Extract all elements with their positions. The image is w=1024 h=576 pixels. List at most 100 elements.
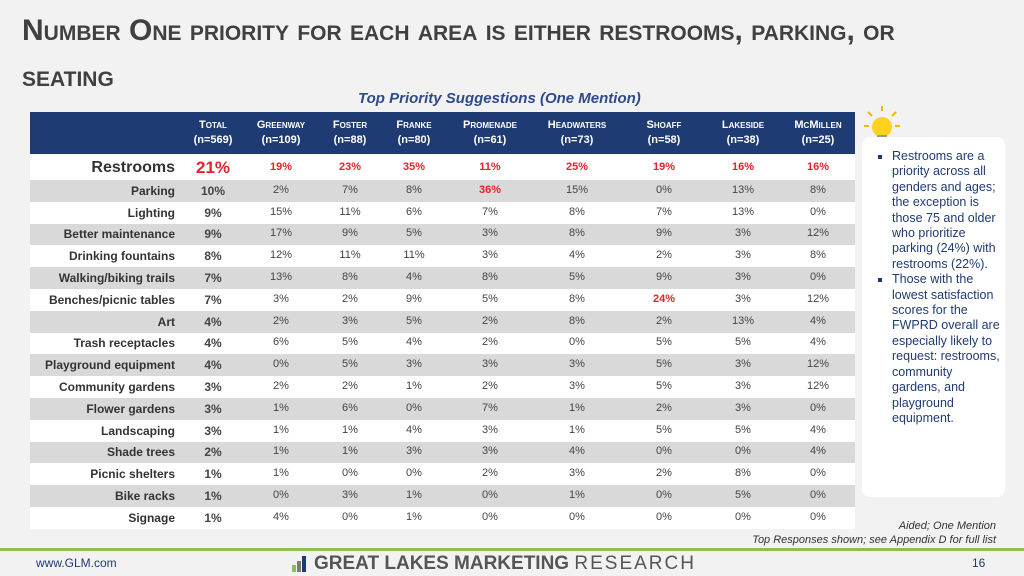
cell: 15% (269, 205, 293, 218)
cell: 1% (406, 489, 422, 502)
cell: 4% (273, 510, 289, 523)
cell: 8% (569, 314, 585, 327)
table-row: Parking 10% 2% 7% 8% 36% 15% 0% 13% 8% (30, 180, 855, 202)
column-n: (n=73) (560, 134, 594, 146)
cell: 0% (406, 401, 422, 414)
title: Number One priority for each area is eit… (22, 14, 895, 93)
cell: 15% (565, 183, 589, 196)
table-row: Art 4% 2% 3% 5% 2% 8% 2% 13% 4% (30, 310, 855, 333)
cell: 3% (735, 380, 751, 393)
cell: 2% (656, 249, 672, 262)
cell: 1% (273, 423, 289, 436)
cell: 4% (204, 358, 222, 373)
cell: 3% (735, 271, 751, 284)
subtitle: Top Priority Suggestions (One Mention) (358, 90, 641, 107)
cell: 1% (204, 467, 222, 482)
footnote: Top Responses shown; see Appendix D for … (752, 534, 996, 546)
column-n: (n=38) (726, 134, 760, 146)
cell: 12% (269, 249, 293, 262)
cell: 8% (735, 467, 751, 480)
row-label: Shade trees (106, 445, 175, 460)
cell: 7% (656, 205, 672, 218)
cell: 11% (403, 249, 425, 262)
cell: 1% (273, 445, 289, 458)
cell: 24% (652, 292, 676, 305)
cell: 0% (810, 271, 826, 284)
cell: 2% (342, 380, 358, 393)
cell: 4% (810, 445, 826, 458)
cell: 0% (273, 358, 289, 371)
cell: 4% (810, 314, 826, 327)
logo-icon (292, 556, 306, 572)
cell: 8% (342, 271, 358, 284)
cell: 0% (656, 183, 672, 196)
page-number: 16 (972, 556, 986, 570)
table-row: Community gardens 3% 2% 2% 1% 2% 3% 5% 3% 12% (30, 376, 855, 398)
column-n: (n=25) (801, 134, 835, 146)
column-n: (n=61) (473, 134, 507, 146)
cell: 3% (342, 314, 358, 327)
cell: 17% (269, 227, 293, 240)
cell: 2% (482, 314, 498, 327)
cell: 4% (406, 271, 422, 284)
cell: 4% (406, 423, 422, 436)
cell: 3% (735, 227, 751, 240)
row-label: Lighting (127, 205, 175, 220)
cell: 2% (656, 467, 672, 480)
column-header: Lakeside (n=38) (722, 118, 764, 148)
cell: 0% (482, 510, 498, 523)
cell: 0% (569, 510, 585, 523)
cell: 4% (810, 423, 826, 436)
cell: 8% (569, 227, 585, 240)
cell: 4% (204, 336, 222, 351)
cell: 8% (406, 183, 422, 196)
cell: 1% (569, 423, 585, 436)
cell: 9% (342, 227, 358, 240)
cell: 5% (735, 423, 751, 436)
note: Those with the lowest satisfaction score… (892, 272, 1001, 426)
cell: 5% (342, 336, 358, 349)
cell: 2% (273, 183, 289, 196)
cell: 0% (342, 510, 358, 523)
cell: 16% (806, 160, 830, 173)
table-row: Flower gardens 3% 1% 6% 0% 7% 1% 2% 3% 0% (30, 398, 855, 420)
cell: 2% (656, 314, 672, 327)
cell: 11% (339, 249, 361, 262)
cell: 3% (482, 249, 498, 262)
row-label: Art (157, 314, 175, 329)
cell: 4% (406, 336, 422, 349)
cell: 4% (810, 336, 826, 349)
row-label: Signage (128, 510, 175, 525)
cell: 8% (482, 271, 498, 284)
column-n: (n=569) (193, 134, 233, 146)
table-row: Bike racks 1% 0% 3% 1% 0% 1% 0% 5% 0% (30, 485, 855, 507)
url: www.GLM.com (36, 556, 117, 570)
cell: 7% (482, 205, 498, 218)
cell: 13% (731, 205, 755, 218)
cell: 1% (569, 401, 585, 414)
cell: 1% (204, 489, 222, 504)
row-label: Benches/picnic tables (48, 292, 175, 307)
cell: 2% (342, 292, 358, 305)
row-label: Picnic shelters (90, 467, 175, 482)
cell: 6% (342, 401, 358, 414)
cell: 3% (735, 401, 751, 414)
cell: 1% (569, 489, 585, 502)
column-name: Total (199, 119, 227, 131)
cell: 12% (806, 358, 830, 371)
cell: 0% (342, 467, 358, 480)
cell: 0% (810, 467, 826, 480)
column-name: Shoaff (646, 119, 682, 131)
cell: 3% (482, 358, 498, 371)
cell: 5% (482, 292, 498, 305)
cell: 4% (204, 314, 222, 329)
column-header: Greenway (n=109) (257, 118, 305, 148)
cell: 5% (656, 358, 672, 371)
table-row: Lighting 9% 15% 11% 6% 7% 8% 7% 13% 0% (30, 201, 855, 224)
cell: 8% (569, 205, 585, 218)
cell: 19% (269, 160, 293, 173)
logo-light: RESEARCH (574, 553, 696, 574)
cell: 36% (478, 183, 502, 196)
row-label: Bike racks (114, 489, 175, 504)
logo-bold: GREAT LAKES MARKETING (314, 553, 570, 574)
